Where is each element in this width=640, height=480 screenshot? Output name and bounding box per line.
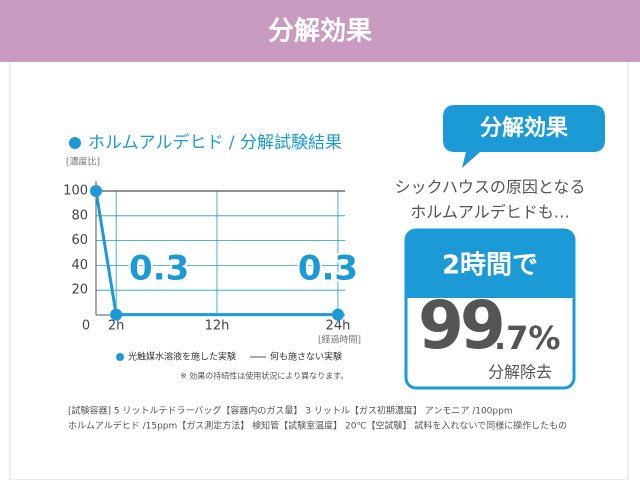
y-axis-label: [濃度比] bbox=[66, 156, 100, 168]
data-point bbox=[331, 308, 344, 321]
legend-label: 光触媒水溶液を施した実験 bbox=[128, 351, 236, 363]
result-lead: 2時間で bbox=[442, 251, 538, 281]
legend-label: 何も施さない実験 bbox=[270, 351, 342, 363]
header-title: 分解効果 bbox=[268, 16, 372, 47]
x-tick-label: 12h bbox=[205, 319, 230, 334]
intro-line: シックハウスの原因となる bbox=[395, 178, 586, 197]
x-tick-label: 2h bbox=[108, 319, 125, 334]
footer-line: [試験容器] 5 リットルテドラーバッグ【容器内のガス量】 3 リットル【ガス初… bbox=[68, 405, 513, 417]
result-caption: 分解除去 bbox=[488, 363, 552, 382]
speech-bubble bbox=[443, 105, 605, 168]
data-point bbox=[90, 185, 102, 197]
bubble-text: 分解効果 bbox=[480, 115, 568, 141]
footer-line: ホルムアルデヒド /15ppm【ガス測定方法】 検知管【試験室温度】 20℃【空… bbox=[68, 420, 567, 432]
x-axis-label: [経過時間] bbox=[318, 334, 361, 346]
y-tick-label: 60 bbox=[71, 233, 88, 248]
header-band bbox=[0, 0, 640, 62]
intro-line: ホルムアルデヒドも… bbox=[410, 203, 570, 222]
plot: 20 40 60 80 100 0 2h 12h 24h 0.3 0.3 bbox=[63, 181, 360, 334]
data-label: 0.3 bbox=[129, 249, 189, 289]
data-label: 0.3 bbox=[298, 249, 358, 289]
y-tick-label: 100 bbox=[63, 184, 88, 199]
chart-note: ※ 効果の持続性は使用状況により異なります。 bbox=[180, 371, 348, 381]
title-dot bbox=[69, 137, 81, 149]
y-tick-label: 80 bbox=[71, 208, 88, 223]
data-point bbox=[110, 308, 123, 321]
x-tick-label: 24h bbox=[326, 319, 351, 334]
result-band bbox=[406, 230, 574, 298]
x-tick-label: 0 bbox=[82, 319, 90, 334]
result-decimal: .7% bbox=[494, 319, 560, 357]
result-main: 99 bbox=[418, 287, 502, 364]
legend-marker bbox=[116, 353, 124, 361]
chart-title: ホルムアルデヒド / 分解試験結果 bbox=[88, 132, 342, 153]
y-tick-label: 40 bbox=[71, 258, 88, 273]
y-tick-label: 20 bbox=[71, 283, 88, 298]
